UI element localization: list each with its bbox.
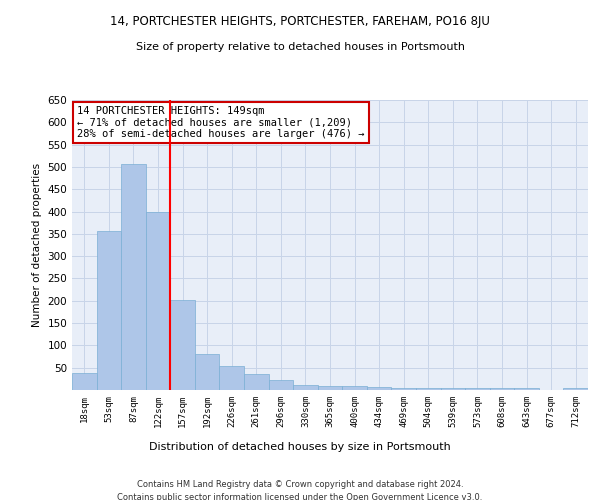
Bar [269,380,293,390]
Bar [367,388,391,390]
Bar [220,366,244,390]
Bar [391,388,416,390]
Text: Size of property relative to detached houses in Portsmouth: Size of property relative to detached ho… [136,42,464,52]
Bar [121,164,146,390]
Bar [97,230,121,390]
Text: Contains HM Land Registry data © Crown copyright and database right 2024.: Contains HM Land Registry data © Crown c… [137,480,463,489]
Bar [195,354,220,390]
Bar [416,388,440,390]
Bar [318,386,342,390]
Text: 14, PORTCHESTER HEIGHTS, PORTCHESTER, FAREHAM, PO16 8JU: 14, PORTCHESTER HEIGHTS, PORTCHESTER, FA… [110,15,490,28]
Bar [490,388,514,390]
Bar [146,212,170,390]
Bar [563,388,588,390]
Text: Distribution of detached houses by size in Portsmouth: Distribution of detached houses by size … [149,442,451,452]
Bar [440,388,465,390]
Bar [514,388,539,390]
Text: 14 PORTCHESTER HEIGHTS: 149sqm
← 71% of detached houses are smaller (1,209)
28% : 14 PORTCHESTER HEIGHTS: 149sqm ← 71% of … [77,106,365,139]
Bar [293,384,318,390]
Bar [170,300,195,390]
Bar [72,373,97,390]
Y-axis label: Number of detached properties: Number of detached properties [32,163,42,327]
Text: Contains public sector information licensed under the Open Government Licence v3: Contains public sector information licen… [118,492,482,500]
Bar [244,374,269,390]
Bar [465,388,490,390]
Bar [342,386,367,390]
